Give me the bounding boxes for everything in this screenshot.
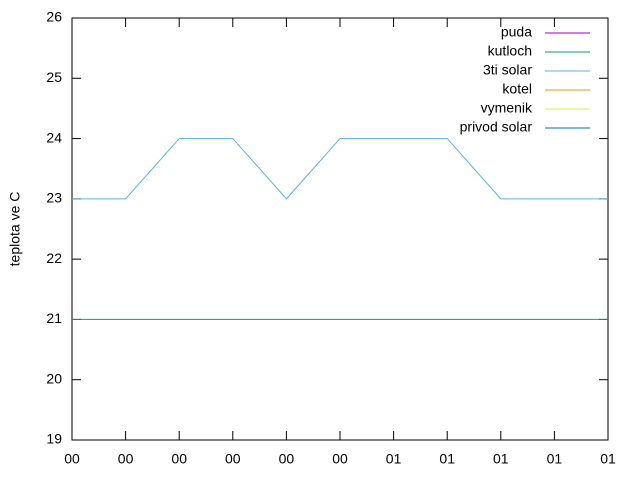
y-tick-label: 23 [46, 190, 62, 206]
x-tick-label: 01 [439, 451, 455, 467]
x-tick-label: 00 [118, 451, 134, 467]
x-tick-label: 00 [279, 451, 295, 467]
x-tick-label: 01 [386, 451, 402, 467]
x-tick-label: 01 [600, 451, 616, 467]
legend-label: privod solar [460, 119, 533, 135]
y-tick-label: 24 [46, 129, 62, 145]
x-tick-label: 00 [171, 451, 187, 467]
y-tick-label: 21 [46, 310, 62, 326]
legend-label: puda [501, 24, 532, 40]
x-tick-label: 01 [547, 451, 563, 467]
series-line [72, 138, 608, 200]
x-tick-label: 00 [64, 451, 80, 467]
y-tick-label: 26 [46, 9, 62, 25]
x-tick-label: 00 [225, 451, 241, 467]
y-tick-label: 22 [46, 250, 62, 266]
legend-label: kotel [502, 81, 532, 97]
y-tick-label: 20 [46, 370, 62, 386]
y-tick-label: 19 [46, 431, 62, 447]
x-tick-label: 00 [332, 451, 348, 467]
x-tick-label: 01 [493, 451, 509, 467]
y-tick-label: 25 [46, 69, 62, 85]
legend-label: vymenik [481, 100, 533, 116]
y-axis-label: teplota ve C [7, 192, 23, 267]
legend-label: 3ti solar [483, 62, 532, 78]
legend-label: kutloch [488, 43, 532, 59]
